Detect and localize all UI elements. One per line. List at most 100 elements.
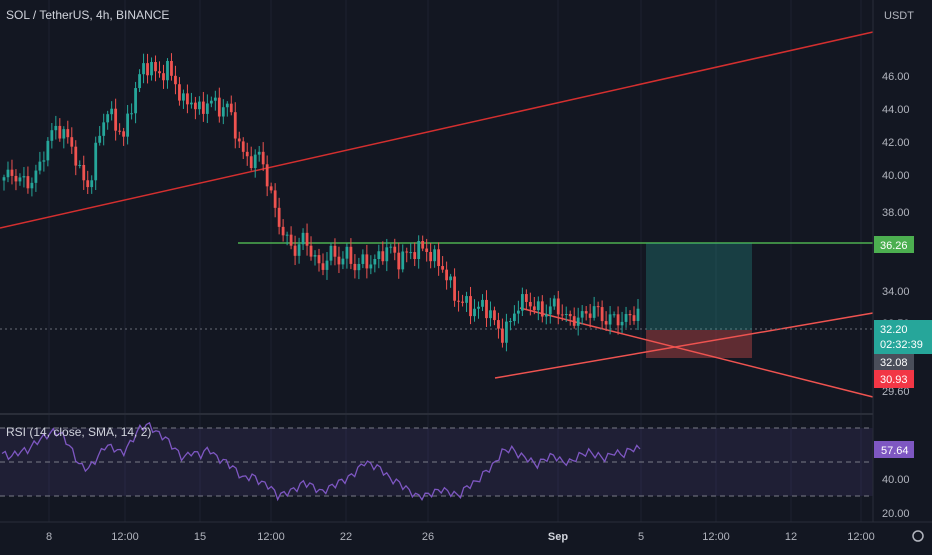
candle-body [445, 269, 449, 281]
candle-body [365, 254, 369, 269]
candle-body [58, 125, 62, 139]
candle-body [289, 234, 293, 246]
rsi-line[interactable] [1, 421, 641, 502]
candle-body [608, 314, 612, 325]
candle-body [381, 251, 385, 262]
chart-settings-button[interactable] [912, 530, 924, 542]
gear-icon[interactable] [912, 530, 924, 542]
candle-body [217, 97, 221, 117]
candle-body [237, 138, 241, 142]
candle-body [293, 245, 297, 256]
candles [2, 53, 640, 352]
candle-body [174, 75, 177, 85]
candle-body [249, 156, 253, 169]
candle-body [138, 74, 141, 89]
candle-body [564, 314, 568, 316]
candle-body [46, 140, 50, 161]
candle-body [273, 190, 277, 208]
price-tick: 46.00 [882, 71, 910, 83]
time-tick: 12:00 [702, 531, 730, 543]
candle-body [18, 177, 22, 182]
candle-body [233, 112, 237, 139]
candle-body [401, 251, 405, 270]
candle-body [349, 246, 353, 264]
time-tick: 22 [340, 531, 352, 543]
candle-body [357, 263, 361, 271]
price-tick: 29.60 [882, 386, 910, 398]
candle-body [158, 71, 161, 74]
price-tick: 38.00 [882, 207, 910, 219]
candle-body [433, 249, 437, 262]
candle-body [548, 306, 552, 315]
candle-body [516, 310, 520, 314]
candle-body [449, 276, 452, 281]
drawing-layer[interactable] [0, 31, 874, 398]
candle-body [102, 122, 106, 136]
time-tick: 12:00 [847, 531, 875, 543]
candle-body [150, 62, 153, 76]
time-tick: 15 [194, 531, 206, 543]
candle-body [520, 294, 524, 311]
grid [48, 0, 862, 522]
time-tick: 26 [422, 531, 434, 543]
time-tick: 12 [785, 531, 797, 543]
candle-body [389, 246, 393, 248]
candle-body [22, 176, 26, 178]
candle-body [14, 175, 18, 182]
candle-body [489, 310, 492, 319]
long-position-stop-zone[interactable] [646, 330, 752, 358]
stop-price-label [874, 370, 914, 388]
resistance-price-label [874, 236, 914, 253]
candle-body [209, 100, 213, 104]
time-axis[interactable]: 8 12:00 15 12:00 22 26 Sep 5 12:00 12 12… [0, 521, 932, 550]
candle-body [501, 328, 504, 343]
price-tick: 42.00 [882, 137, 910, 149]
candle-body [170, 60, 173, 76]
ascending-trendline-lower[interactable] [494, 312, 874, 379]
candle-body [213, 97, 217, 101]
candle-body [481, 299, 484, 307]
candle-body [353, 263, 357, 271]
candle-body [118, 130, 122, 132]
price-tick: 40.00 [882, 170, 910, 182]
time-tick: 5 [638, 531, 644, 543]
candle-body [385, 247, 389, 262]
candle-body [70, 137, 74, 147]
candle-body [528, 301, 532, 307]
candle-body [297, 244, 301, 256]
candle-body [461, 301, 464, 303]
price-axis-unit: USDT [884, 10, 914, 22]
ascending-trendline-upper[interactable] [0, 31, 874, 229]
candle-body [556, 298, 560, 315]
candle-body [110, 108, 114, 115]
candle-body [417, 241, 421, 259]
candle-body [301, 232, 305, 245]
candle-body [624, 314, 628, 322]
candle-body [505, 321, 508, 343]
long-position-target-zone[interactable] [646, 243, 752, 330]
candle-body [361, 254, 365, 264]
candle-body [560, 314, 564, 316]
candle-body [333, 245, 337, 257]
candle-body [90, 180, 94, 188]
candle-body [632, 315, 636, 321]
stop-price-text: 30.93 [880, 374, 908, 386]
candle-body [197, 101, 201, 110]
candle-body [576, 317, 580, 326]
candle-body [26, 176, 30, 189]
candle-body [437, 249, 441, 267]
candle-body [269, 186, 273, 191]
candle-body [584, 311, 588, 314]
candle-body [600, 307, 604, 322]
candle-body [485, 299, 488, 319]
price-axis[interactable]: USDT 46.00 44.00 42.00 40.00 38.00 34.00… [872, 0, 932, 522]
candle-body [261, 151, 265, 165]
candle-body [134, 88, 137, 114]
candle-body [345, 246, 349, 259]
candle-body [552, 298, 556, 307]
candle-body [205, 103, 209, 114]
candle-body [114, 108, 118, 131]
resistance-price-text: 36.26 [880, 240, 908, 252]
